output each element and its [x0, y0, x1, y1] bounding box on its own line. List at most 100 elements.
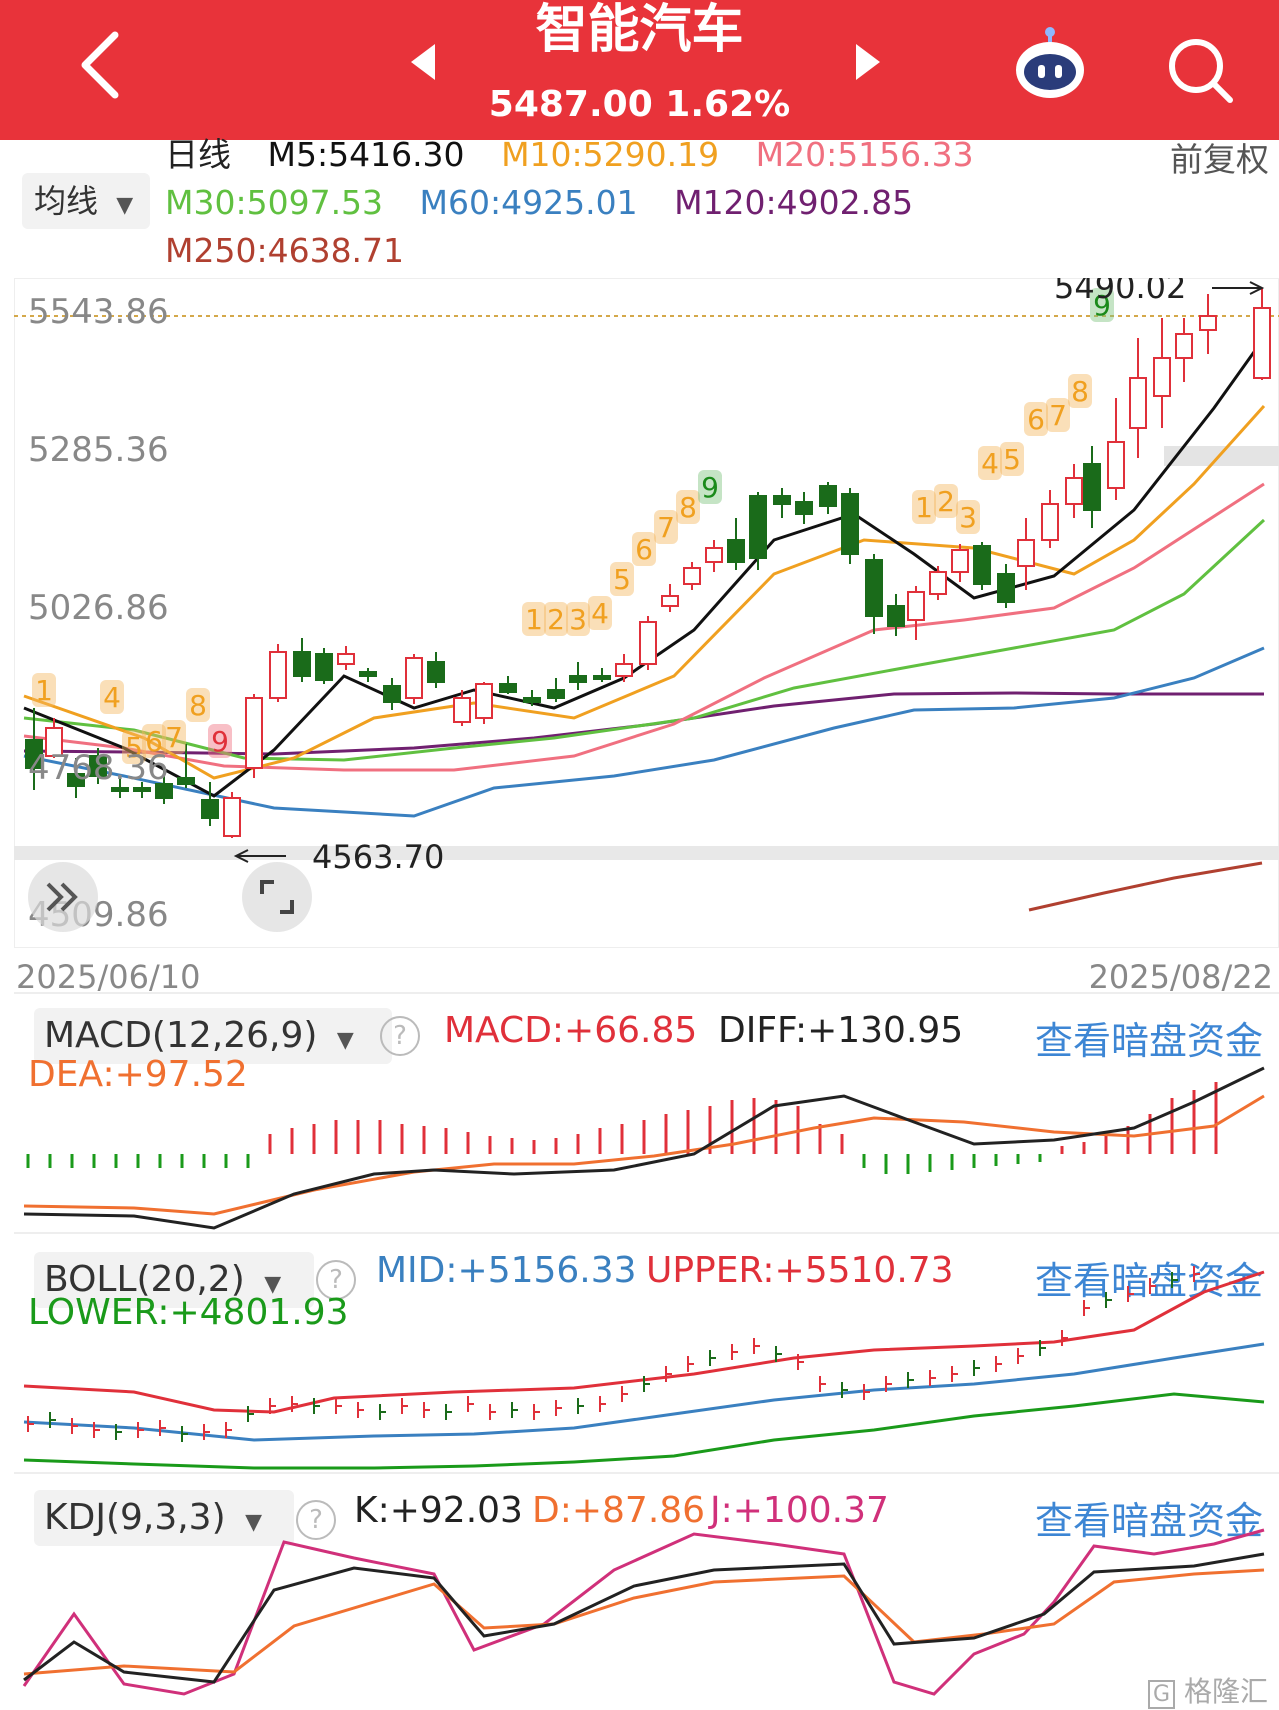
candle-body	[383, 685, 401, 703]
boll-lower-line	[23, 1392, 1265, 1470]
high-price-label: 5490.02	[1054, 278, 1186, 306]
dea-value: DEA:+97.52	[28, 1054, 248, 1095]
expand-sidebar-button[interactable]	[28, 862, 98, 932]
kdj-d-line	[23, 1568, 1265, 1676]
boll-selector[interactable]: BOLL(20,2) ▼	[34, 1252, 314, 1308]
kdj-j-line	[22, 1528, 1265, 1696]
sequence-marker-bg	[186, 688, 210, 722]
y-label-2: 5285.36	[28, 430, 169, 470]
sequence-marker-number: 7	[657, 511, 675, 544]
ma20-line	[23, 482, 1265, 772]
candle-body	[89, 755, 107, 777]
sequence-marker-bg	[676, 490, 700, 524]
candle-body	[269, 651, 287, 699]
macd-panel[interactable]: MACD(12,26,9) ▼ ? MACD:+66.85 DIFF:+130.…	[14, 992, 1279, 1232]
sequence-marker-bg	[978, 446, 1002, 480]
fullscreen-button[interactable]	[242, 862, 312, 932]
back-arrow-icon[interactable]	[70, 20, 140, 110]
help-icon[interactable]: ?	[380, 1016, 420, 1056]
prev-stock-icon[interactable]	[405, 40, 441, 95]
help-icon[interactable]: ?	[296, 1500, 336, 1540]
sequence-marker-bg	[566, 602, 590, 636]
kdj-panel[interactable]: KDJ(9,3,3) ▼ ? K:+92.03 D:+87.86 J:+100.…	[14, 1472, 1279, 1708]
adjust-mode-label[interactable]: 前复权	[1170, 140, 1269, 179]
next-stock-icon[interactable]	[850, 40, 886, 95]
candle-body	[841, 493, 859, 555]
candle-body	[749, 495, 767, 559]
candle-body	[951, 549, 969, 573]
candle-body	[907, 591, 925, 621]
sequence-marker-bg	[142, 724, 166, 758]
candle-body	[1253, 307, 1271, 379]
high-arrow-icon	[1249, 281, 1265, 295]
dropdown-caret-icon: ▼	[245, 1510, 263, 1535]
sequence-marker-bg	[588, 596, 612, 630]
kdj-k-value: K:+92.03	[354, 1490, 523, 1531]
candle-body	[201, 799, 219, 819]
sequence-marker-bg	[32, 673, 56, 707]
candles	[25, 288, 1271, 838]
ma250-value: M250:4638.71	[165, 231, 405, 270]
sequence-marker-number: 5	[1003, 443, 1021, 476]
ma20-value: M20:5156.33	[755, 135, 974, 174]
candle-body	[499, 683, 517, 693]
sequence-marker-bg	[544, 602, 568, 636]
sequence-marker-number: 6	[635, 533, 653, 566]
stock-title: 智能汽车	[535, 0, 744, 60]
low-price-label: 4563.70	[312, 838, 444, 876]
sequence-marker-number: 6	[145, 725, 163, 758]
macd-name: MACD(12,26,9)	[44, 1015, 318, 1056]
kdj-selector[interactable]: KDJ(9,3,3) ▼	[34, 1490, 294, 1546]
candle-body	[1017, 539, 1035, 567]
candle-body	[111, 787, 129, 792]
ma-lines	[23, 337, 1266, 912]
ma10-value: M10:5290.19	[501, 135, 720, 174]
period-label[interactable]: 日线	[165, 135, 231, 174]
sequence-marker-bg	[1068, 374, 1092, 408]
y-label-3: 5026.86	[28, 588, 169, 628]
sequence-marker-number: 3	[569, 603, 587, 636]
candle-body	[45, 727, 63, 757]
candle-body	[523, 697, 541, 703]
candle-body	[773, 495, 791, 505]
candle-body	[405, 657, 423, 699]
dark-pool-link[interactable]: 查看暗盘资金	[1034, 1499, 1263, 1543]
candle-body	[547, 689, 565, 699]
candle-body	[865, 559, 883, 617]
top-bar: 智能汽车 5487.00 1.62%	[0, 0, 1279, 140]
ma-legend-row-3: M250:4638.71	[165, 228, 404, 274]
ma5-line	[23, 337, 1266, 798]
candle-body	[359, 671, 377, 677]
y-label-1: 5543.86	[28, 292, 169, 332]
candle-body	[453, 697, 471, 723]
sequence-marker-number: 7	[1049, 399, 1067, 432]
watermark-text: 格隆汇	[1183, 1675, 1268, 1708]
ma-legend-row-1: 日线 M5:5416.30 M10:5290.19 M20:5156.33	[165, 132, 974, 178]
sequence-marker-number: 8	[1071, 375, 1089, 408]
dark-pool-link[interactable]: 查看暗盘资金	[1034, 1019, 1263, 1063]
ma30-value: M30:5097.53	[165, 183, 384, 222]
candle-body	[615, 663, 633, 677]
boll-name: BOLL(20,2)	[44, 1259, 245, 1300]
candle-body	[795, 501, 813, 515]
robot-assistant-icon[interactable]	[1010, 25, 1090, 105]
macd-selector[interactable]: MACD(12,26,9) ▼	[34, 1008, 392, 1064]
stock-change: 1.62%	[665, 84, 791, 125]
ma-type-dropdown[interactable]: 均线 ▼	[22, 173, 150, 229]
sequence-marker-bg	[1090, 288, 1114, 322]
sequence-marker-number: 5	[613, 563, 631, 596]
sequence-marker-number: 9	[1093, 289, 1111, 322]
candle-body	[997, 573, 1015, 603]
chart-separator	[14, 846, 1279, 860]
end-date: 2025/08/22	[1088, 958, 1273, 996]
dark-pool-link[interactable]: 查看暗盘资金	[1034, 1259, 1263, 1303]
help-icon[interactable]: ?	[316, 1260, 356, 1300]
candle-body	[1153, 357, 1171, 397]
boll-panel[interactable]: BOLL(20,2) ▼ ? MID:+5156.33 UPPER:+5510.…	[14, 1232, 1279, 1472]
stock-quote: 5487.00 1.62%	[0, 80, 1279, 130]
candle-body	[639, 621, 657, 665]
search-icon[interactable]	[1160, 30, 1240, 110]
kdj-k-line	[23, 1552, 1265, 1684]
diff-line	[23, 1066, 1265, 1230]
